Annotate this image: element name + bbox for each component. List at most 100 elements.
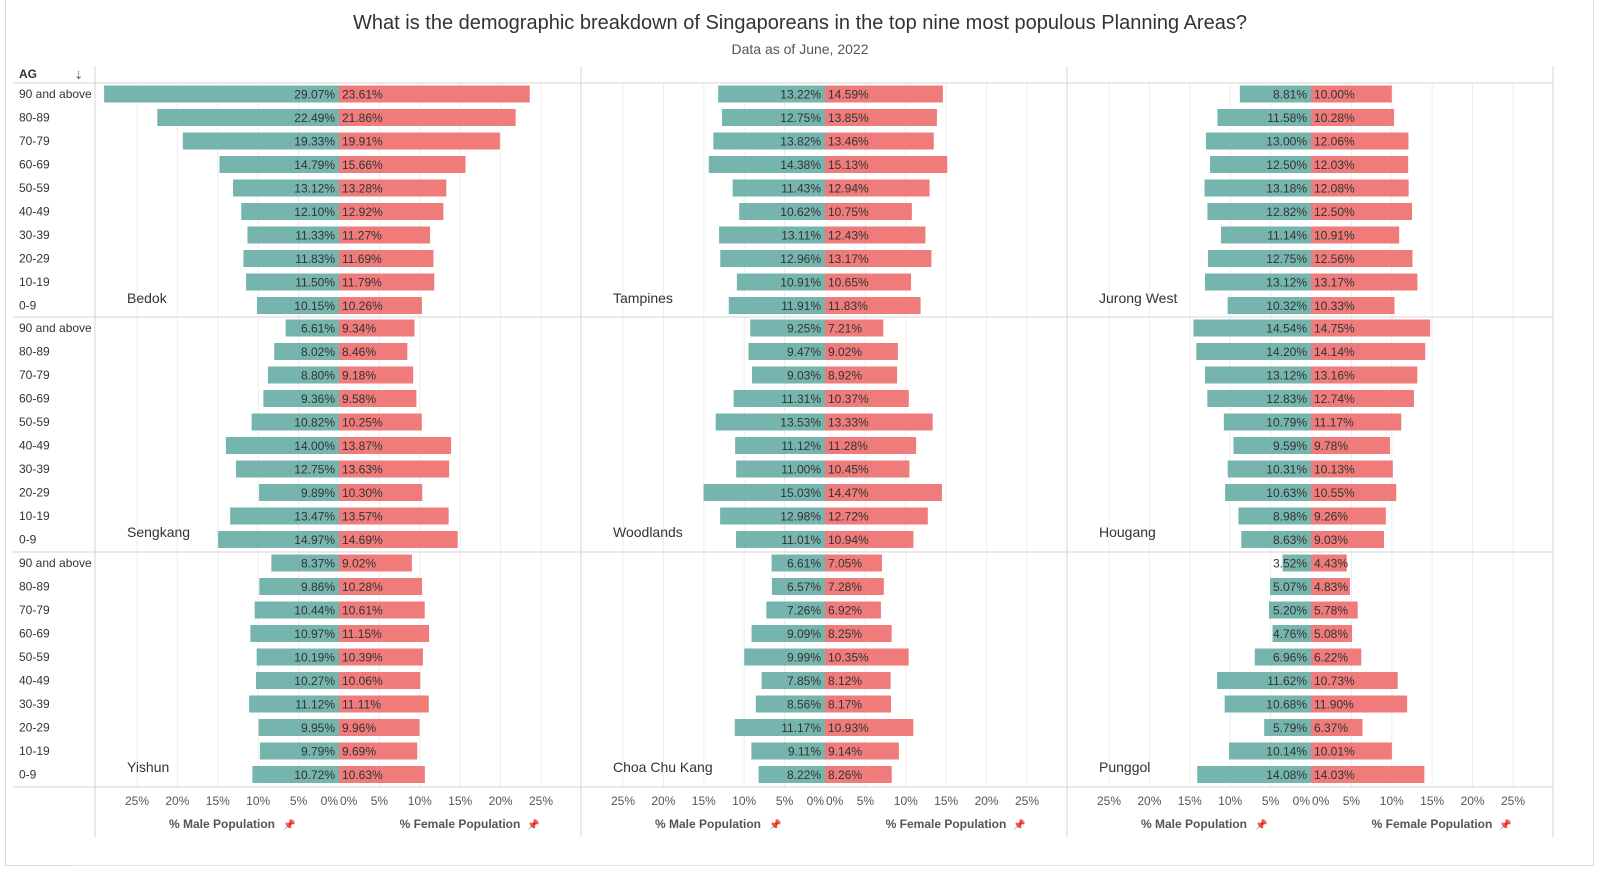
- male-bar: [1254, 648, 1311, 666]
- age-group-label: 70-79: [19, 134, 50, 148]
- male-bar: [708, 156, 825, 173]
- female-value-label: 7.28%: [828, 580, 862, 594]
- male-bar: [751, 742, 825, 760]
- male-tick-label: 15%: [692, 794, 716, 808]
- male-value-label: 10.63%: [1266, 486, 1307, 500]
- male-value-label: 10.82%: [294, 416, 335, 430]
- female-bar: [339, 226, 431, 244]
- male-value-label: 11.33%: [295, 229, 335, 243]
- age-group-label: 30-39: [19, 228, 50, 242]
- female-bar: [825, 179, 930, 197]
- male-bar: [750, 319, 825, 337]
- male-value-label: 11.12%: [781, 439, 821, 453]
- chart-title: What is the demographic breakdown of Sin…: [353, 12, 1247, 34]
- female-value-label: 10.37%: [828, 392, 869, 406]
- sort-icon[interactable]: ⇣: [74, 69, 83, 82]
- male-bar: [715, 413, 825, 431]
- male-value-label: 13.12%: [294, 182, 335, 196]
- female-bar: [825, 672, 891, 689]
- male-bar: [761, 672, 825, 689]
- female-value-label: 12.74%: [1314, 392, 1355, 406]
- female-value-label: 10.01%: [1314, 745, 1355, 759]
- male-value-label: 11.50%: [295, 276, 335, 290]
- pin-icon: 📌: [1499, 818, 1512, 831]
- male-value-label: 8.63%: [1273, 533, 1307, 547]
- male-value-label: 9.59%: [1273, 439, 1307, 453]
- male-value-label: 14.54%: [1266, 322, 1307, 336]
- male-value-label: 6.61%: [787, 557, 821, 571]
- female-value-label: 8.92%: [828, 369, 862, 383]
- female-value-label: 6.92%: [828, 604, 862, 618]
- female-bar: [339, 625, 430, 642]
- male-bar: [744, 648, 825, 666]
- male-bar: [1207, 250, 1311, 267]
- female-bar: [339, 413, 422, 431]
- male-value-label: 7.85%: [787, 674, 821, 688]
- male-bar: [736, 531, 825, 548]
- male-value-label: 10.27%: [294, 674, 335, 688]
- male-value-label: 8.37%: [301, 557, 335, 571]
- male-value-label: 14.08%: [1266, 768, 1307, 782]
- female-bar: [339, 601, 425, 619]
- area-name-label: Yishun: [127, 759, 169, 775]
- age-group-label: 30-39: [19, 697, 50, 711]
- age-group-label: 40-49: [19, 439, 50, 453]
- female-value-label: 10.25%: [342, 416, 383, 430]
- female-value-label: 9.58%: [342, 392, 376, 406]
- female-value-label: 13.87%: [342, 439, 383, 453]
- male-tick-label: 25%: [611, 794, 635, 808]
- female-value-label: 12.56%: [1314, 252, 1355, 266]
- female-tick-label: 15%: [448, 794, 472, 808]
- male-value-label: 11.58%: [1267, 111, 1307, 125]
- female-bar: [1311, 273, 1418, 291]
- age-group-label: 10-19: [19, 744, 50, 758]
- age-group-label: 80-89: [19, 345, 50, 359]
- female-bar: [1311, 625, 1353, 642]
- male-bar: [771, 578, 825, 595]
- female-tick-label: 25%: [1015, 794, 1039, 808]
- female-value-label: 10.75%: [828, 205, 869, 219]
- male-value-label: 8.02%: [301, 345, 335, 359]
- male-axis-title: % Male Population: [169, 817, 275, 831]
- male-bar: [748, 343, 825, 360]
- male-bar: [1204, 366, 1311, 384]
- female-bar: [339, 766, 425, 783]
- female-bar: [339, 578, 423, 595]
- male-value-label: 11.12%: [295, 698, 335, 712]
- female-value-label: 11.15%: [342, 627, 382, 641]
- age-group-label: 40-49: [19, 205, 50, 219]
- female-bar: [1311, 507, 1386, 525]
- female-value-label: 8.17%: [828, 698, 862, 712]
- male-value-label: 14.20%: [1266, 345, 1307, 359]
- male-value-label: 11.17%: [781, 721, 821, 735]
- female-bar: [1311, 719, 1363, 736]
- male-bar: [285, 319, 339, 337]
- male-bar: [258, 719, 339, 736]
- age-group-label: 90 and above: [19, 321, 92, 335]
- male-tick-label: 25%: [1097, 794, 1121, 808]
- male-bar: [728, 297, 825, 314]
- male-value-label: 10.62%: [780, 205, 821, 219]
- female-value-label: 15.66%: [342, 158, 383, 172]
- female-bar: [825, 85, 943, 103]
- male-value-label: 3.52%: [1273, 557, 1307, 571]
- female-bar: [825, 648, 909, 666]
- female-value-label: 6.37%: [1314, 721, 1348, 735]
- male-bar: [232, 179, 339, 197]
- male-value-label: 10.44%: [294, 604, 335, 618]
- male-value-label: 7.26%: [787, 604, 821, 618]
- male-bar: [1270, 578, 1311, 595]
- male-value-label: 12.96%: [780, 252, 821, 266]
- male-bar: [1217, 109, 1311, 126]
- female-tick-label: 20%: [975, 794, 999, 808]
- female-tick-label: 10%: [408, 794, 432, 808]
- female-value-label: 10.28%: [1314, 111, 1355, 125]
- male-bar: [246, 273, 339, 291]
- age-group-label: 50-59: [19, 650, 50, 664]
- female-bar: [825, 226, 926, 244]
- row-header-ag[interactable]: AG: [19, 67, 37, 81]
- female-tick-label: 0%: [340, 794, 358, 808]
- male-value-label: 10.32%: [1266, 299, 1307, 313]
- male-bar: [718, 85, 825, 103]
